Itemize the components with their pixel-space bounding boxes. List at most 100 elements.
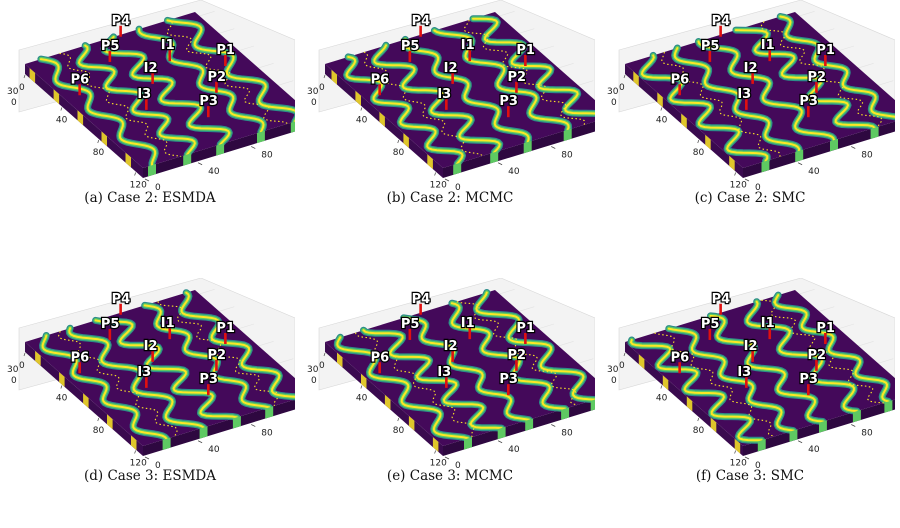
z-tick-label: 30 (7, 87, 19, 97)
y-tick-label: 0 (155, 461, 161, 471)
well-label: P6 (671, 72, 690, 87)
x-tick-label: 120 (130, 459, 147, 469)
z-tick-label: 30 (607, 87, 619, 97)
channels (37, 16, 295, 169)
panel-f: P4P5I1P1P6I2P2I3P30408012004080120300 (f… (605, 278, 895, 528)
axis-ticks: 0408012004080120300 (607, 352, 873, 471)
well-label: P4 (712, 14, 731, 29)
panel-a: P4P5I1P1P6I2P2I3P30408012004080120300 (a… (5, 0, 295, 250)
y-tick-label: 40 (208, 445, 220, 455)
well-label: P2 (807, 348, 826, 363)
well-label: P4 (412, 14, 431, 29)
x-tick-label: 40 (656, 116, 668, 126)
wells: P4 P5 I1 P1 P6 I2 P2 I3 P3 (369, 291, 536, 396)
x-tick-label: 120 (430, 459, 447, 469)
well-label: I2 (744, 339, 758, 354)
well-label: P3 (799, 94, 818, 109)
well-label: P4 (112, 292, 131, 307)
y-tick-label: 40 (808, 445, 820, 455)
top-face (325, 12, 595, 168)
well-label: I1 (761, 38, 775, 53)
well-label: P2 (207, 70, 226, 85)
x-tick-label: 120 (130, 181, 147, 191)
x-tick-label: 0 (319, 361, 325, 371)
wells: P4 P5 I1 P1 P6 I2 P2 I3 P3 (369, 13, 536, 118)
x-tick-label: 80 (393, 426, 405, 436)
x-tick-label: 120 (430, 181, 447, 191)
well-label: P5 (701, 317, 720, 332)
well-label: P3 (799, 372, 818, 387)
x-tick-label: 0 (619, 361, 625, 371)
z-tick-label: 0 (11, 98, 17, 108)
x-tick-label: 40 (56, 394, 68, 404)
well-label: P1 (816, 321, 835, 336)
z-tick-label: 0 (311, 376, 317, 386)
panel-c: P4P5I1P1P6I2P2I3P30408012004080120300 (c… (605, 0, 895, 250)
well-label: I2 (744, 61, 758, 76)
channels (627, 291, 892, 444)
model-3d-view: P4P5I1P1P6I2P2I3P30408012004080120300 (7, 278, 295, 471)
well-label: P3 (199, 94, 218, 109)
well-label: P3 (499, 372, 518, 387)
well-label: P1 (516, 321, 535, 336)
front-right-face (443, 121, 595, 178)
model-3d-view: P4P5I1P1P6I2P2I3P30408012004080120300 (307, 278, 595, 471)
well-label: P5 (401, 317, 420, 332)
panel-caption: (e) Case 3: MCMC (386, 468, 514, 484)
well-label: I3 (137, 365, 151, 380)
panel-e: P4P5I1P1P6I2P2I3P30408012004080120300 (e… (305, 278, 595, 528)
y-tick-label: 0 (455, 183, 461, 193)
x-tick-label: 0 (619, 83, 625, 93)
well-label: P1 (816, 43, 835, 58)
well-label: P5 (701, 39, 720, 54)
well-label: P3 (199, 372, 218, 387)
z-tick-label: 30 (7, 365, 19, 375)
well-label: P6 (71, 72, 90, 87)
well-label: I2 (144, 339, 158, 354)
y-tick-label: 80 (561, 429, 573, 439)
x-tick-label: 40 (656, 394, 668, 404)
axis-ticks: 0408012004080120300 (307, 74, 573, 193)
panel-caption: (c) Case 2: SMC (694, 190, 806, 206)
panel-caption: (b) Case 2: MCMC (386, 190, 514, 206)
panel-caption: (d) Case 3: ESMDA (84, 468, 216, 484)
front-right-face (443, 399, 595, 456)
well-label: I2 (444, 61, 458, 76)
y-tick-label: 40 (508, 445, 520, 455)
well-label: I3 (437, 87, 451, 102)
z-tick-label: 0 (311, 98, 317, 108)
y-tick-label: 0 (755, 461, 761, 471)
well-label: P2 (507, 348, 526, 363)
y-tick-label: 80 (561, 151, 573, 161)
front-right-face (743, 121, 895, 178)
x-tick-label: 0 (319, 83, 325, 93)
well-label: I1 (161, 316, 175, 331)
x-tick-label: 120 (730, 181, 747, 191)
well-label: I1 (461, 38, 475, 53)
z-tick-label: 0 (611, 376, 617, 386)
y-tick-label: 0 (755, 183, 761, 193)
model-3d-view: P4P5I1P1P6I2P2I3P30408012004080120300 (607, 0, 895, 193)
x-tick-label: 120 (730, 459, 747, 469)
axis-ticks: 0408012004080120300 (607, 74, 873, 193)
y-tick-label: 40 (208, 167, 220, 177)
axis-ticks: 0408012004080120300 (7, 352, 273, 471)
z-tick-label: 30 (607, 365, 619, 375)
well-label: P6 (671, 350, 690, 365)
z-tick-label: 0 (611, 98, 617, 108)
well-label: I1 (761, 316, 775, 331)
z-tick-label: 30 (307, 87, 319, 97)
well-label: P2 (507, 70, 526, 85)
x-tick-label: 80 (693, 148, 705, 158)
y-tick-label: 80 (261, 151, 273, 161)
panel-caption: (a) Case 2: ESMDA (84, 190, 216, 206)
z-tick-label: 30 (307, 365, 319, 375)
model-3d-view: P4P5I1P1P6I2P2I3P30408012004080120300 (307, 0, 595, 193)
x-tick-label: 80 (393, 148, 405, 158)
x-tick-label: 80 (93, 426, 105, 436)
well-label: P4 (112, 14, 131, 29)
well-label: P4 (712, 292, 731, 307)
well-label: P1 (216, 43, 235, 58)
well-label: P1 (516, 43, 535, 58)
well-label: I3 (737, 365, 751, 380)
